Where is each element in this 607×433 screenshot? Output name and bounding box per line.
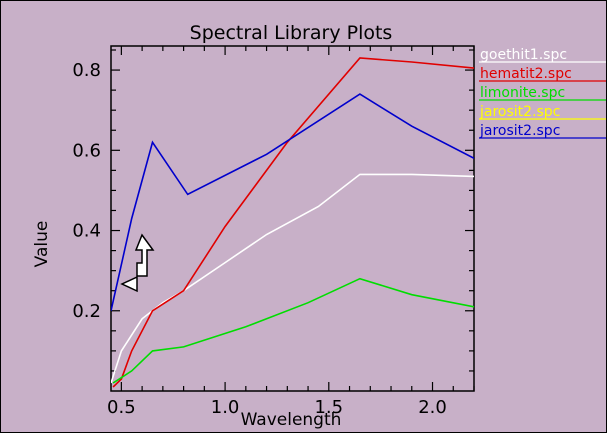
up-left-arrow-cursor-icon bbox=[120, 233, 155, 293]
legend-entry-label[interactable]: jarosit2.spc bbox=[479, 104, 560, 120]
series-lines bbox=[111, 57, 474, 388]
axis-labels: Wavelength Value bbox=[32, 221, 341, 430]
y-tick-label: 0.2 bbox=[72, 301, 101, 322]
y-tick-label: 0.4 bbox=[72, 221, 101, 242]
series-line-2 bbox=[112, 277, 474, 384]
series-line-4 bbox=[111, 93, 474, 311]
plot-frame bbox=[110, 45, 475, 392]
x-axis-label: Wavelength bbox=[241, 410, 342, 430]
series-line-1 bbox=[112, 57, 474, 388]
y-axis-label: Value bbox=[32, 221, 52, 268]
y-tick-label: 0.8 bbox=[72, 60, 101, 81]
x-tick-label: 2.0 bbox=[418, 397, 447, 418]
x-tick-label: 1.5 bbox=[314, 397, 343, 418]
legend-entry-label[interactable]: hematit2.spc bbox=[480, 66, 572, 82]
axis-ticks: 0.5 1.0 1.5 2.0 0.2 0.4 0.6 0.8 bbox=[72, 46, 475, 418]
legend-entry-label[interactable]: limonite.spc bbox=[480, 85, 565, 101]
legend[interactable]: goethit1.spc hematit2.spc limonite.spc jaro… bbox=[479, 47, 606, 139]
legend-entry-label[interactable]: goethit1.spc bbox=[480, 47, 567, 63]
y-tick-label: 0.6 bbox=[72, 140, 101, 161]
series-line-0 bbox=[111, 173, 474, 384]
x-tick-label: 1.0 bbox=[211, 397, 240, 418]
chart-title: Spectral Library Plots bbox=[190, 22, 393, 44]
x-tick-label: 0.5 bbox=[107, 397, 136, 418]
legend-entry-label[interactable]: jarosit2.spc bbox=[479, 123, 560, 139]
